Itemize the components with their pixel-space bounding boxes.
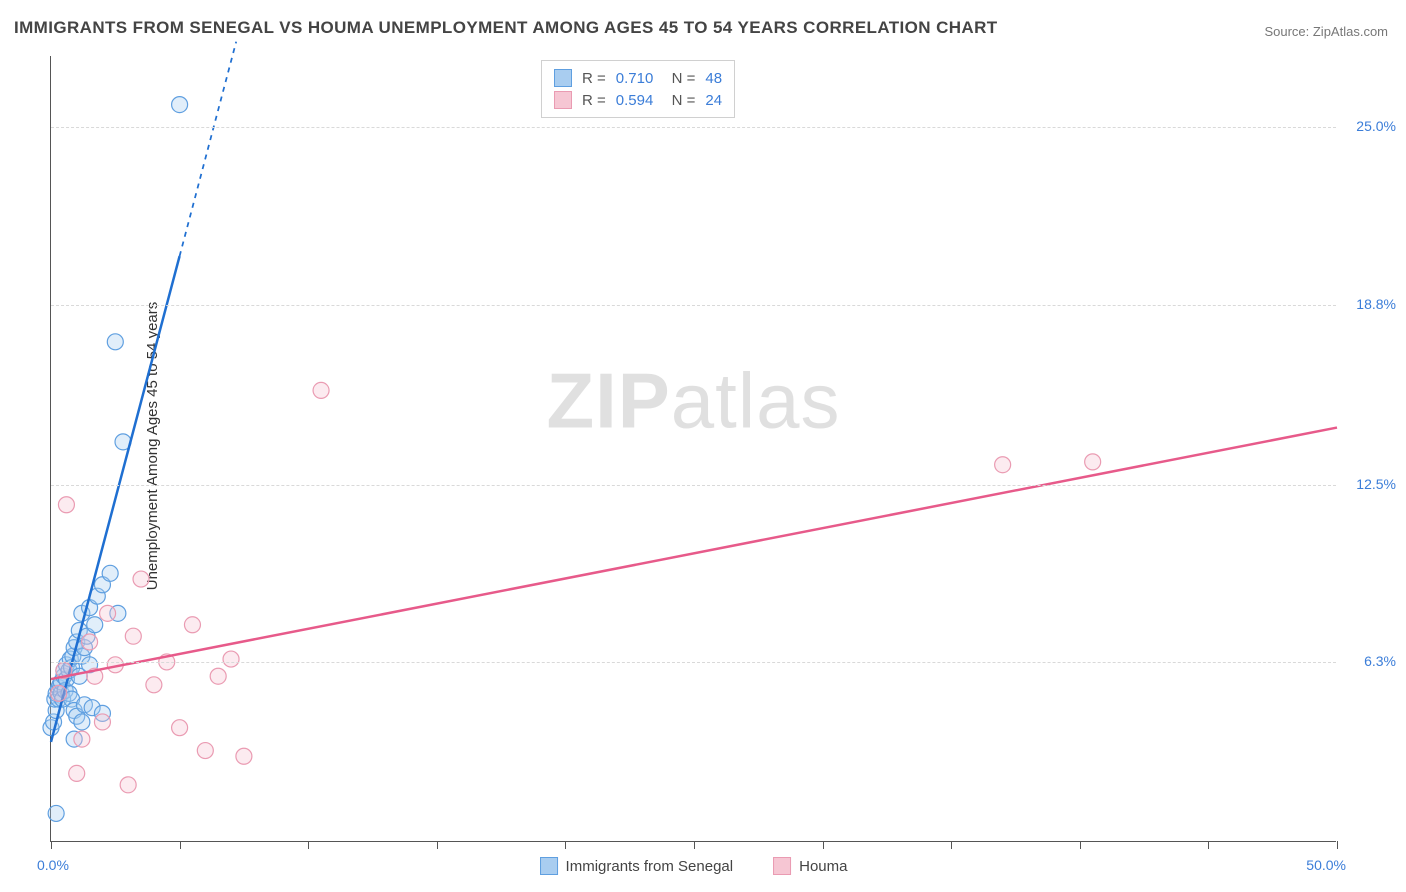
gridline: [51, 305, 1336, 306]
swatch-icon: [773, 857, 791, 875]
gridline: [51, 662, 1336, 663]
legend-r-label: R =: [582, 92, 606, 109]
swatch-icon: [554, 91, 572, 109]
y-tick-label: 25.0%: [1340, 118, 1396, 134]
x-tick: [1337, 841, 1338, 849]
scatter-point: [102, 565, 118, 581]
scatter-point: [82, 634, 98, 650]
scatter-point: [48, 805, 64, 821]
scatter-point: [133, 571, 149, 587]
gridline: [51, 127, 1336, 128]
scatter-point: [87, 617, 103, 633]
scatter-point: [69, 765, 85, 781]
legend-r-value: 0.594: [616, 92, 654, 109]
legend-series: Immigrants from Senegal Houma: [540, 857, 848, 875]
legend-correlation: R = 0.710 N = 48 R = 0.594 N = 24: [541, 60, 735, 118]
scatter-point: [125, 628, 141, 644]
gridline: [51, 485, 1336, 486]
source-attribution: Source: ZipAtlas.com: [1264, 24, 1388, 39]
legend-series-label: Immigrants from Senegal: [566, 858, 734, 875]
scatter-point: [995, 457, 1011, 473]
scatter-point: [172, 720, 188, 736]
y-tick-label: 12.5%: [1340, 476, 1396, 492]
plot-area: ZIPatlas R = 0.710 N = 48 R = 0.594 N = …: [50, 56, 1336, 842]
x-tick: [951, 841, 952, 849]
trend-line-extrapolated: [180, 42, 237, 256]
swatch-icon: [540, 857, 558, 875]
x-tick: [694, 841, 695, 849]
legend-n-label: N =: [663, 92, 695, 109]
scatter-point: [74, 731, 90, 747]
scatter-point: [120, 777, 136, 793]
scatter-point: [58, 497, 74, 513]
scatter-point: [197, 743, 213, 759]
legend-r-label: R =: [582, 70, 606, 87]
x-axis-max-label: 50.0%: [1306, 857, 1346, 873]
scatter-point: [223, 651, 239, 667]
legend-item-houma: Houma: [773, 857, 847, 875]
legend-r-value: 0.710: [616, 70, 654, 87]
x-tick: [1080, 841, 1081, 849]
trend-line: [51, 428, 1337, 680]
legend-n-value: 24: [705, 92, 722, 109]
scatter-point: [210, 668, 226, 684]
scatter-layer: [51, 56, 1336, 841]
chart-title: IMMIGRANTS FROM SENEGAL VS HOUMA UNEMPLO…: [14, 18, 998, 38]
scatter-point: [1085, 454, 1101, 470]
scatter-point: [236, 748, 252, 764]
legend-row-houma: R = 0.594 N = 24: [554, 89, 722, 111]
scatter-point: [94, 714, 110, 730]
x-tick: [437, 841, 438, 849]
legend-item-senegal: Immigrants from Senegal: [540, 857, 734, 875]
scatter-point: [146, 677, 162, 693]
x-tick: [308, 841, 309, 849]
scatter-point: [100, 605, 116, 621]
scatter-point: [74, 714, 90, 730]
x-tick: [51, 841, 52, 849]
legend-series-label: Houma: [799, 858, 847, 875]
scatter-point: [172, 97, 188, 113]
legend-n-value: 48: [705, 70, 722, 87]
scatter-point: [51, 685, 67, 701]
x-tick: [1208, 841, 1209, 849]
y-tick-label: 18.8%: [1340, 296, 1396, 312]
x-tick: [180, 841, 181, 849]
x-tick: [823, 841, 824, 849]
x-axis-min-label: 0.0%: [37, 857, 69, 873]
scatter-point: [107, 334, 123, 350]
scatter-point: [313, 382, 329, 398]
legend-row-senegal: R = 0.710 N = 48: [554, 67, 722, 89]
x-tick: [565, 841, 566, 849]
y-tick-label: 6.3%: [1340, 653, 1396, 669]
swatch-icon: [554, 69, 572, 87]
legend-n-label: N =: [663, 70, 695, 87]
scatter-point: [184, 617, 200, 633]
